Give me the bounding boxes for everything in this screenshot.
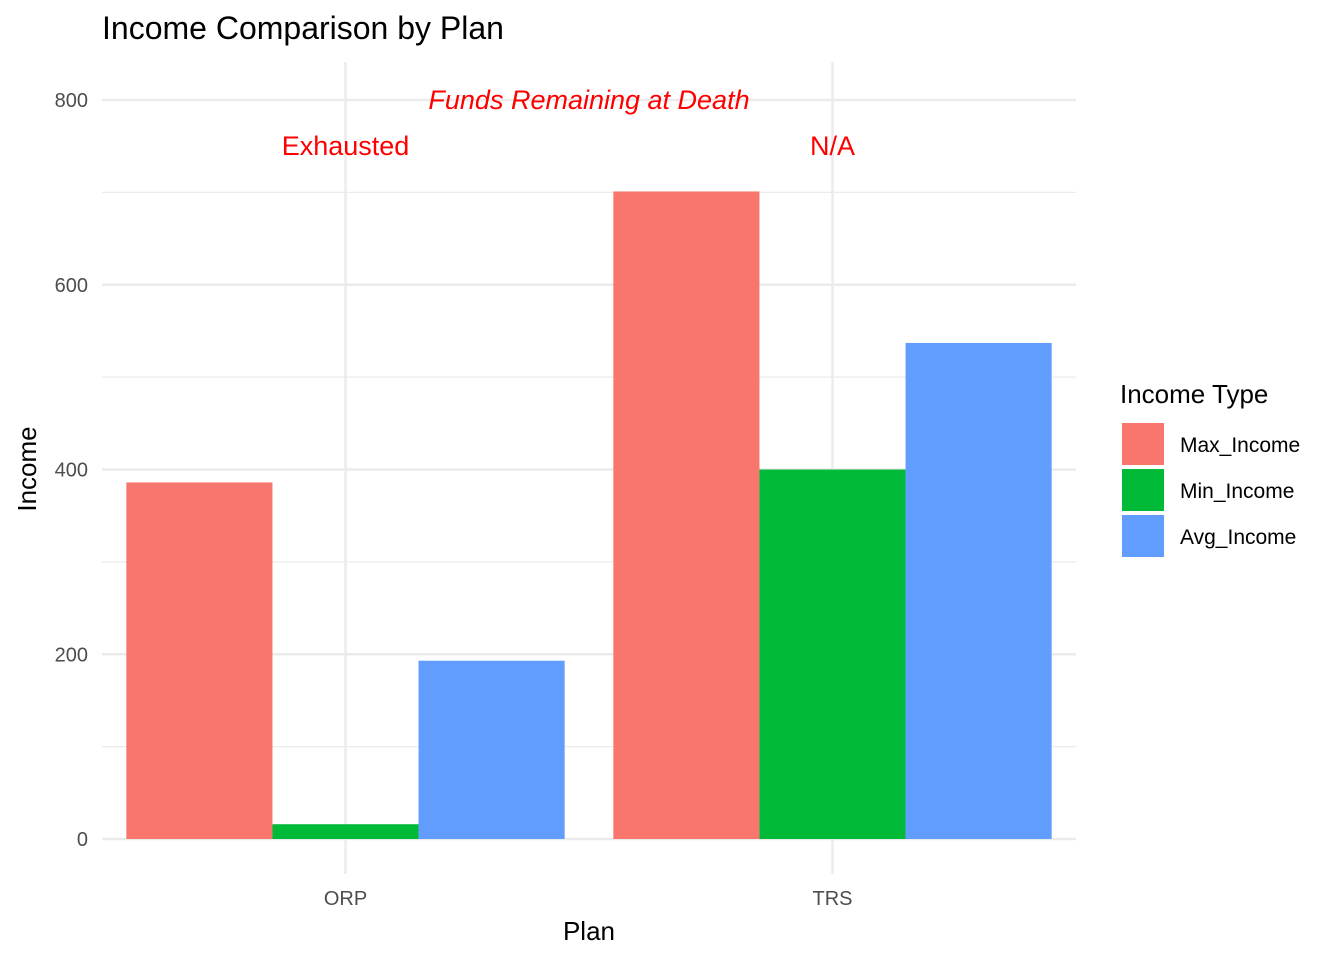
annotations: Funds Remaining at Death Exhausted N/A — [282, 85, 855, 161]
legend-label: Avg_Income — [1180, 526, 1296, 549]
y-axis-title: Income — [12, 426, 42, 511]
x-tick-label: TRS — [813, 888, 853, 910]
bar-orp-max-income — [126, 482, 273, 839]
annotation-header: Funds Remaining at Death — [428, 85, 749, 115]
x-axis-title: Plan — [563, 916, 615, 946]
y-axis-ticks: 0 200 400 600 800 — [55, 90, 88, 851]
legend-swatch — [1122, 515, 1164, 557]
x-tick-label: ORP — [324, 888, 367, 910]
legend: Income Type Max_Income Min_Income Avg_Inco… — [1120, 379, 1300, 557]
bars — [126, 191, 1052, 840]
bar-trs-max-income — [613, 191, 760, 840]
bar-trs-avg-income — [905, 342, 1052, 839]
legend-title: Income Type — [1120, 379, 1268, 409]
legend-swatch — [1122, 469, 1164, 511]
y-tick-label: 0 — [77, 829, 88, 851]
y-tick-label: 800 — [55, 90, 88, 112]
y-tick-label: 200 — [55, 644, 88, 666]
legend-items: Max_Income Min_Income Avg_Income — [1122, 423, 1300, 557]
chart-title: Income Comparison by Plan — [102, 10, 504, 46]
y-tick-label: 600 — [55, 275, 88, 297]
y-tick-label: 400 — [55, 460, 88, 482]
legend-label: Min_Income — [1180, 480, 1294, 503]
bar-orp-avg-income — [418, 660, 565, 839]
bar-trs-min-income — [759, 469, 906, 839]
annotation-label: Exhausted — [282, 131, 410, 161]
legend-label: Max_Income — [1180, 434, 1300, 457]
bar-orp-min-income — [272, 824, 419, 839]
legend-swatch — [1122, 423, 1164, 465]
x-axis-ticks: ORP TRS — [324, 888, 853, 910]
annotation-label: N/A — [810, 131, 855, 161]
